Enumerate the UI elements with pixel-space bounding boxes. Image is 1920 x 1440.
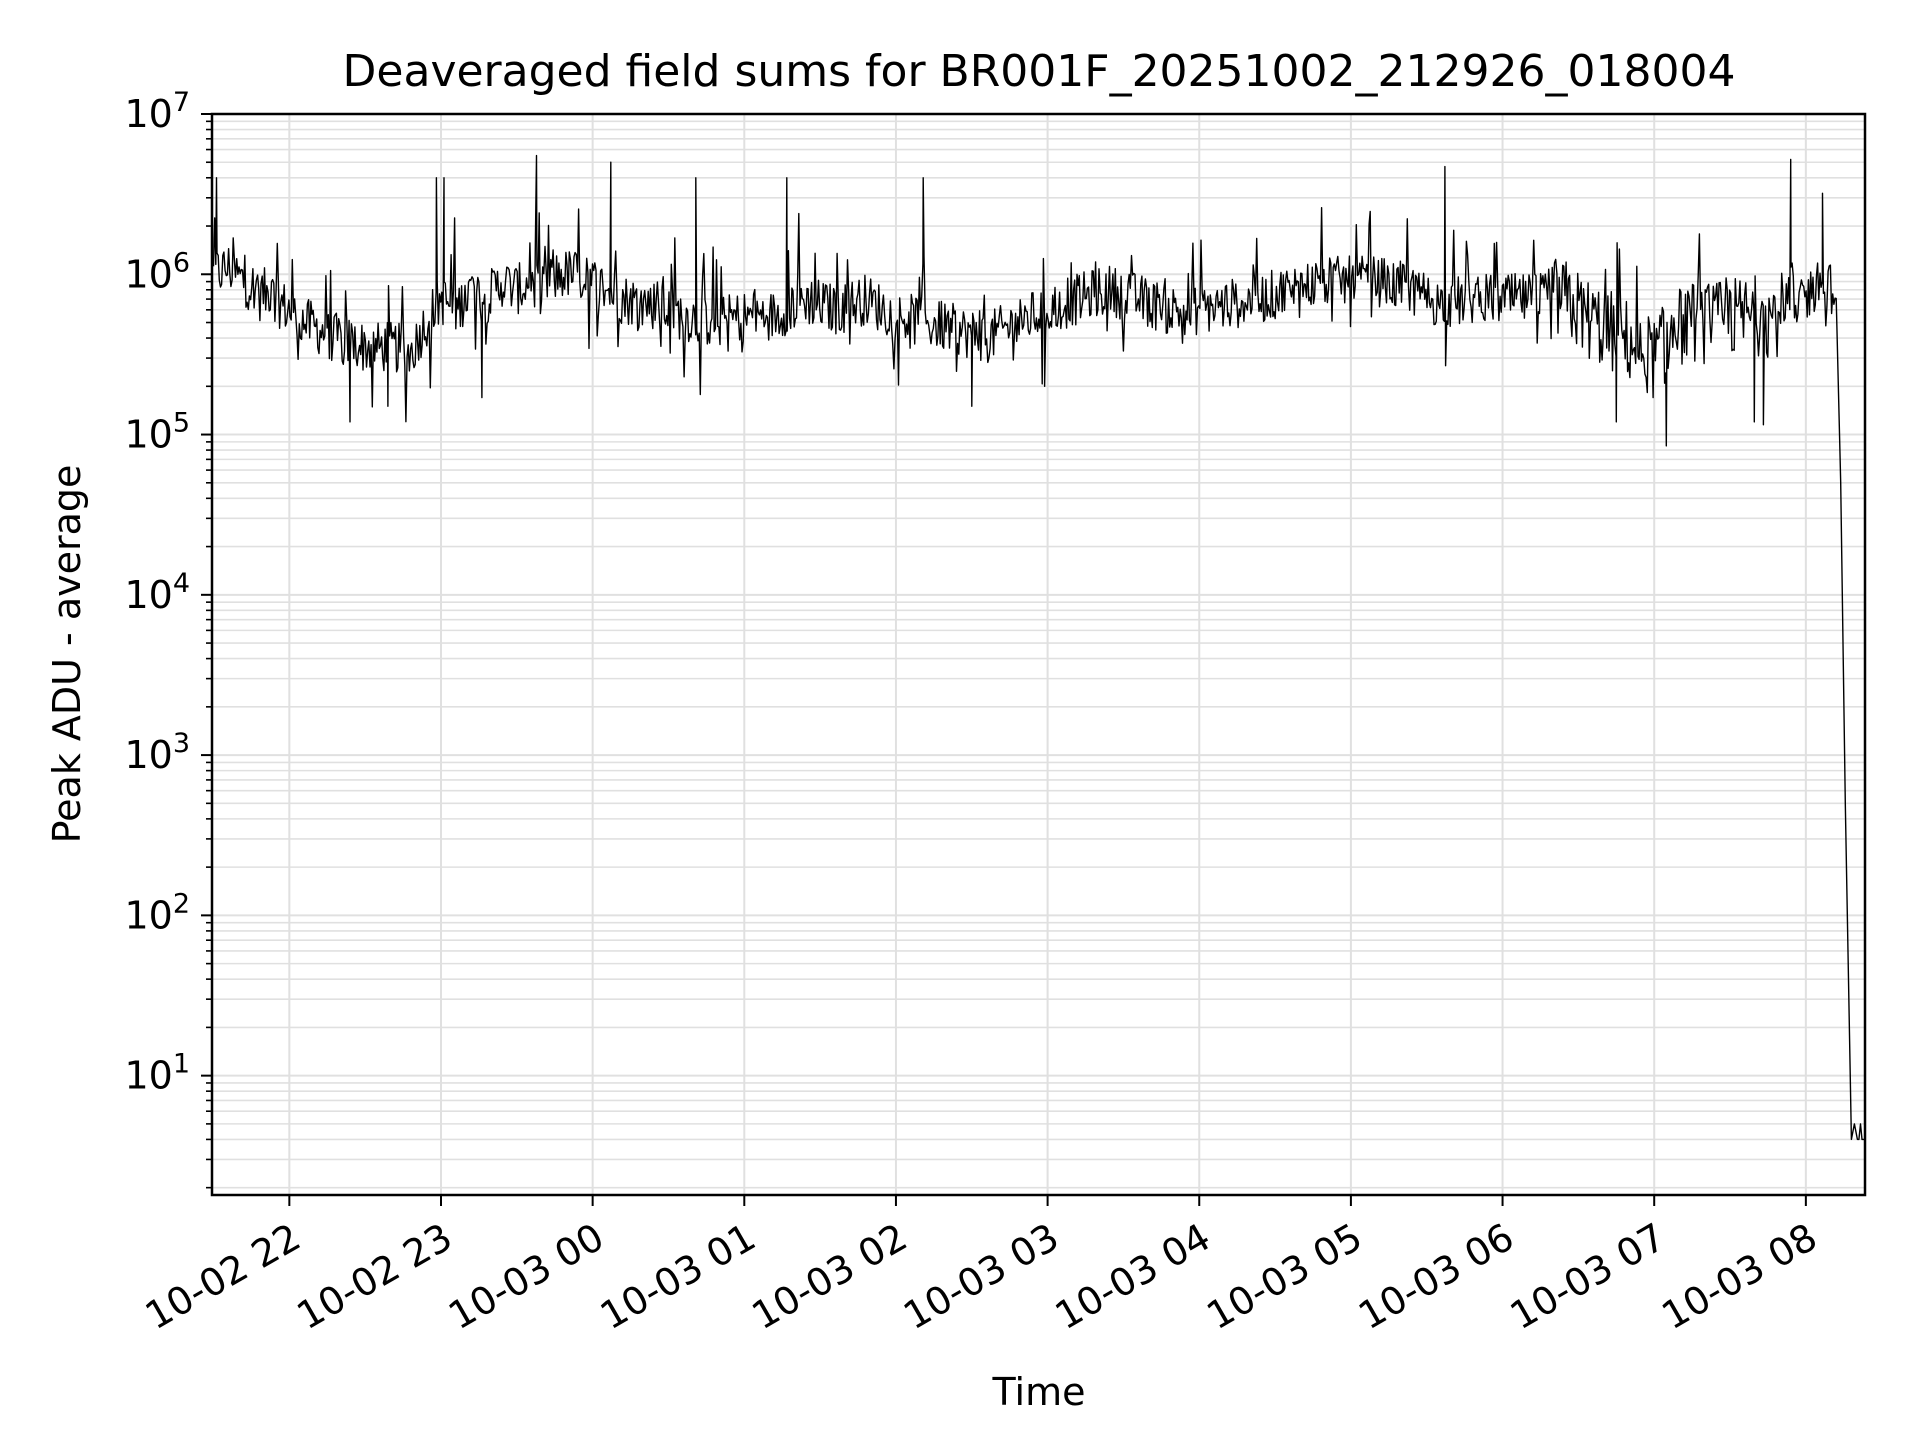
series-line-path xyxy=(212,154,1865,1141)
y-tick-label: 107 xyxy=(124,87,190,136)
x-tick-label: 10-02 23 xyxy=(290,1215,460,1339)
x-tick-label: 10-03 03 xyxy=(896,1215,1066,1339)
y-axis: 101 102 103 104 105 106 107 xyxy=(124,87,212,1189)
chart-title: Deaveraged field sums for BR001F_2025100… xyxy=(343,46,1736,97)
x-tick-label: 10-03 08 xyxy=(1654,1215,1824,1339)
y-tick-label: 104 xyxy=(124,568,190,617)
x-tick-label: 10-03 01 xyxy=(593,1215,763,1339)
y-tick-label: 106 xyxy=(124,247,190,296)
series-line xyxy=(212,154,1865,1141)
y-tick-label: 105 xyxy=(124,408,190,457)
x-tick-label: 10-03 04 xyxy=(1048,1215,1218,1339)
x-tick-label: 10-02 22 xyxy=(138,1215,308,1339)
y-tick-label: 102 xyxy=(124,888,190,937)
x-axis-label: Time xyxy=(992,1370,1086,1414)
plot-area xyxy=(210,112,1867,1197)
y-tick-label: 101 xyxy=(124,1049,190,1098)
x-tick-label: 10-03 02 xyxy=(744,1215,914,1339)
y-tick-label: 103 xyxy=(124,728,190,777)
x-tick-label: 10-03 00 xyxy=(441,1215,611,1339)
grid xyxy=(212,113,1865,1195)
x-tick-label: 10-03 07 xyxy=(1503,1215,1673,1339)
x-tick-label: 10-03 05 xyxy=(1199,1215,1369,1339)
y-axis-label: Peak ADU - average xyxy=(45,465,89,844)
x-tick-label: 10-03 06 xyxy=(1351,1215,1521,1339)
